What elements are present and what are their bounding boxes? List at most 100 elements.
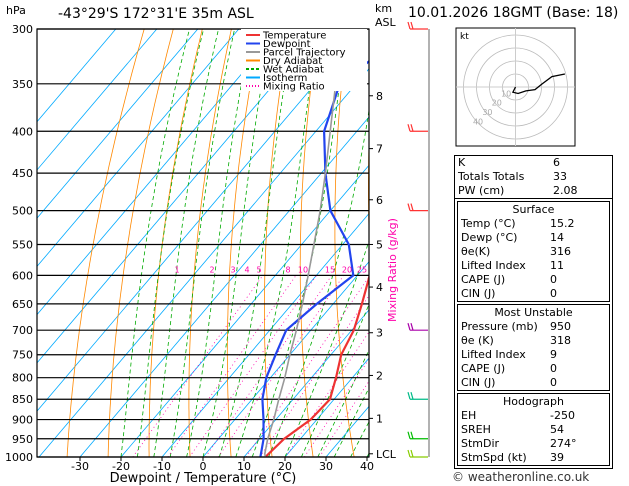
mixing-ratio-value-label: 2 — [209, 265, 214, 274]
most-unstable-label: Lifted Index — [461, 348, 526, 361]
temperature-tick-label: 10 — [237, 460, 251, 473]
legend-label: Wet Adiabat — [263, 65, 324, 76]
surface-label: CIN (J) — [461, 287, 496, 300]
wet-adiabat-line — [333, 387, 369, 457]
surface-row: Lifted Index 11 — [458, 259, 609, 273]
surface-value: 316 — [550, 245, 571, 258]
most-unstable-label: CAPE (J) — [461, 362, 506, 375]
isotherm-line — [161, 212, 369, 457]
totals-totals-label: Totals Totals — [458, 170, 525, 183]
most-unstable-row: Pressure (mb) 950 — [458, 320, 609, 334]
temperature-tick-label: 40 — [360, 460, 374, 473]
pressure-tick-label: 550 — [12, 238, 33, 251]
altitude-tick-label: 4 — [376, 281, 383, 294]
precipitable-water-label: PW (cm) — [458, 184, 505, 197]
pressure-tick-label: 750 — [12, 349, 33, 362]
altitude-tick-label: 3 — [376, 327, 383, 340]
pressure-tick-label: 450 — [12, 167, 33, 180]
surface-row: CAPE (J) 0 — [458, 273, 609, 287]
altitude-tick-label: 7 — [376, 143, 383, 156]
isotherm-line — [243, 309, 369, 457]
hodograph-param-label: StmDir — [461, 437, 500, 450]
location-title: -43°29'S 172°31'E 35m ASL — [58, 6, 254, 22]
surface-label: CAPE (J) — [461, 273, 506, 286]
mixing-ratio-value-label: 1 — [174, 265, 179, 274]
altitude-tick-label: LCL — [376, 448, 397, 461]
most-unstable-label: CIN (J) — [461, 376, 496, 389]
isotherm-line — [37, 29, 240, 268]
surface-label: θe(K) — [461, 245, 491, 258]
k-index-value: 6 — [553, 156, 560, 169]
temperature-profile — [264, 273, 369, 457]
surface-value: 15.2 — [550, 217, 575, 230]
surface-section: Surface Temp (°C) 15.2 Dewp (°C) 14 θe(K) 316… — [454, 199, 613, 469]
isotherm-line — [37, 29, 363, 412]
hodograph-table: Hodograph EH -250 SREH 54 StmDir 274° StmSpd (… — [457, 393, 610, 466]
isotherm-line — [38, 68, 369, 457]
basic-indices-table: K 6 Totals Totals 33 PW (cm) 2.08 — [454, 155, 613, 199]
wind-barb — [407, 21, 428, 30]
mixing-ratio-value-label: 25 — [357, 265, 367, 274]
legend-label: Isotherm — [263, 73, 307, 84]
wind-barb — [407, 431, 428, 440]
temperature-tick-label: -20 — [112, 460, 130, 473]
pressure-tick-label: 400 — [12, 125, 33, 138]
temperature-tick-label: -30 — [71, 460, 89, 473]
most-unstable-value: 950 — [550, 320, 571, 333]
surface-title: Surface — [512, 203, 555, 216]
mixing-ratio-value-label: 15 — [325, 265, 335, 274]
pressure-tick-label: 1000 — [5, 451, 33, 464]
mixing-ratio-value-label: 3 — [230, 265, 235, 274]
hodograph-param-row: StmSpd (kt) 39 — [458, 451, 609, 465]
surface-table: Surface Temp (°C) 15.2 Dewp (°C) 14 θe(K) 316… — [457, 201, 610, 302]
k-index-label: K — [458, 156, 466, 169]
most-unstable-value: 318 — [550, 334, 571, 347]
wet-adiabat-line — [235, 29, 319, 457]
surface-row: CIN (J) 0 — [458, 287, 609, 301]
hodograph-unit-label: kt — [460, 32, 469, 42]
pressure-tick-label: 800 — [12, 372, 33, 385]
legend-background — [241, 29, 367, 91]
altitude-tick-label: 1 — [376, 412, 383, 425]
totals-totals-row: Totals Totals 33 — [455, 170, 612, 184]
pressure-tick-label: 350 — [12, 78, 33, 91]
pressure-tick-label: 650 — [12, 298, 33, 311]
legend-label: Parcel Trajectory — [263, 48, 346, 59]
surface-value: 0 — [550, 273, 557, 286]
surface-value: 14 — [550, 231, 564, 244]
asl-label: ASL — [375, 16, 396, 29]
hodograph-ring-label: 20 — [492, 99, 502, 108]
wind-barb — [407, 392, 428, 400]
most-unstable-title: Most Unstable — [494, 306, 573, 319]
temperature-tick-label: 20 — [278, 460, 292, 473]
mixing-ratio-value-label: 4 — [244, 265, 249, 274]
mixing-ratio-value-label: 5 — [256, 265, 261, 274]
surface-value: 0 — [550, 287, 557, 300]
precipitable-water-value: 2.08 — [553, 184, 578, 197]
wind-barb — [407, 124, 428, 132]
surface-label: Dewp (°C) — [461, 231, 518, 244]
most-unstable-label: θe (K) — [461, 334, 494, 347]
mixing-ratio-axis-label: Mixing Ratio (g/kg) — [386, 218, 399, 322]
isotherm-line — [79, 116, 369, 457]
x-axis-label: Dewpoint / Temperature (°C) — [110, 471, 297, 486]
legend-label: Temperature — [262, 31, 326, 42]
altitude-tick-label: 8 — [376, 90, 383, 103]
wind-barb — [407, 323, 428, 331]
temperature-tick-label: 0 — [200, 460, 207, 473]
isotherm-line — [284, 357, 369, 457]
k-index-row: K 6 — [455, 156, 612, 170]
surface-label: Lifted Index — [461, 259, 526, 272]
hodograph-ring-label: 40 — [473, 117, 483, 126]
isotherm-line — [202, 261, 369, 457]
most-unstable-row: CAPE (J) 0 — [458, 362, 609, 376]
hodograph-title: Hodograph — [503, 395, 564, 408]
surface-value: 11 — [550, 259, 564, 272]
legend-label: Dewpoint — [263, 39, 311, 50]
altitude-axis-unit: km ASL — [375, 2, 396, 30]
isotherm-line — [37, 29, 322, 364]
hodograph-param-value: 54 — [550, 423, 564, 436]
hodograph-param-value: 39 — [550, 451, 564, 464]
